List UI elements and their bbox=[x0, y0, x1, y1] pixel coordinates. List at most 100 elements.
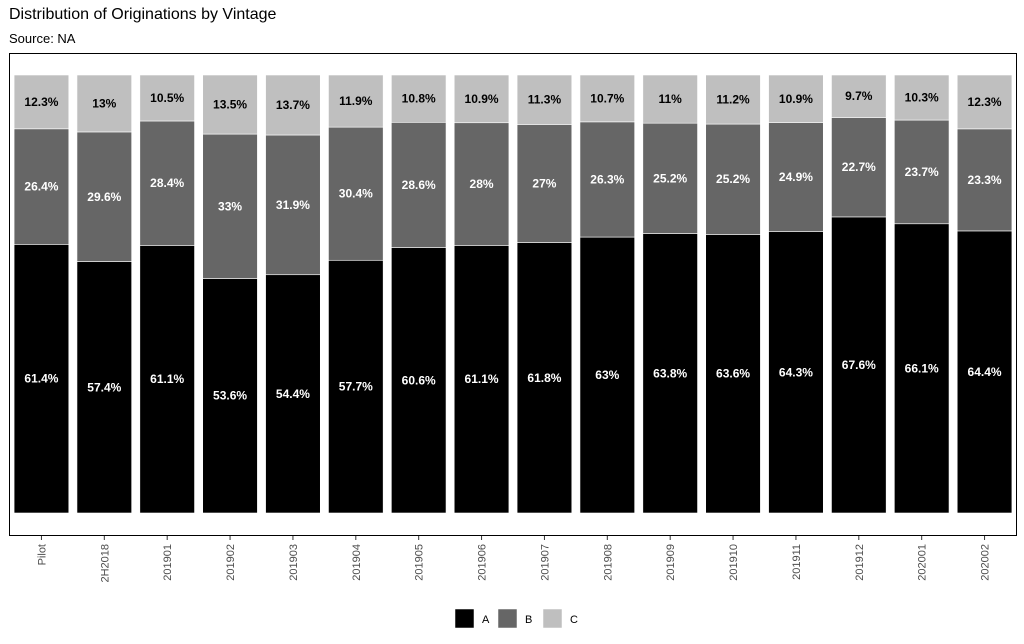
x-tick-label-pilot: Pilot bbox=[36, 544, 48, 565]
bar-segment-b-201907 bbox=[516, 124, 573, 243]
data-label-b-201901: 28.4% bbox=[150, 176, 184, 190]
bar-segment-c-201906 bbox=[453, 74, 510, 124]
chart-title: Distribution of Originations by Vintage bbox=[9, 6, 277, 23]
bar-segment-b-201906 bbox=[453, 122, 510, 246]
data-label-a-201906: 61.1% bbox=[465, 372, 499, 386]
data-label-b-201909: 25.2% bbox=[653, 171, 687, 185]
data-label-c-pilot: 12.3% bbox=[24, 95, 58, 109]
bar-segment-a-201903 bbox=[265, 274, 321, 514]
data-label-a-201909: 63.8% bbox=[653, 366, 687, 380]
data-label-a-201903: 54.4% bbox=[276, 387, 310, 401]
data-label-b-201905: 28.6% bbox=[402, 178, 436, 192]
x-tick-label-202002: 202002 bbox=[980, 544, 992, 581]
legend: A B C bbox=[454, 608, 578, 629]
bar-segment-a-201905 bbox=[391, 247, 447, 514]
legend-label-b: B bbox=[525, 614, 532, 626]
bar-segment-c-201912 bbox=[831, 74, 887, 118]
bar-segment-b-201911 bbox=[768, 122, 824, 232]
bar-segment-a-201904 bbox=[328, 259, 384, 514]
x-tick-label-2h2018: 2H2018 bbox=[99, 544, 111, 583]
data-label-b-201912: 22.7% bbox=[842, 160, 876, 174]
x-tick-label-201905: 201905 bbox=[414, 544, 426, 581]
bar-segment-b-201912 bbox=[831, 117, 887, 218]
data-label-b-202001: 23.7% bbox=[905, 165, 939, 179]
plot-panel-border bbox=[9, 53, 1017, 536]
bar-segment-b-201905 bbox=[391, 122, 447, 248]
x-tick-label-201902: 201902 bbox=[225, 544, 237, 581]
data-label-a-2h2018: 57.4% bbox=[87, 380, 121, 394]
data-label-b-202002: 23.3% bbox=[968, 173, 1002, 187]
bar-segment-a-201911 bbox=[768, 231, 824, 514]
bar-segment-a-202002 bbox=[956, 230, 1013, 514]
legend-swatch-c bbox=[542, 608, 563, 629]
segment-labels-group: 61.4% 26.4% 12.3% 57.4% 29.6% 13% 61.1% 28.4% 10… bbox=[24, 89, 1001, 402]
bar-segment-b-201909 bbox=[642, 122, 698, 234]
data-label-a-202001: 66.1% bbox=[905, 361, 939, 375]
data-label-a-201910: 63.6% bbox=[716, 367, 750, 381]
x-tick-label-201901: 201901 bbox=[162, 544, 174, 581]
data-label-c-201907: 11.3% bbox=[528, 93, 562, 107]
x-tick-label-201912: 201912 bbox=[854, 544, 866, 581]
bar-segment-b-2h2018 bbox=[76, 131, 132, 262]
bar-segment-b-pilot bbox=[13, 128, 70, 245]
bar-segment-b-201903 bbox=[265, 134, 321, 276]
data-label-a-201907: 61.8% bbox=[527, 371, 561, 385]
bar-segment-c-201910 bbox=[705, 74, 761, 125]
data-label-c-201911: 10.9% bbox=[779, 92, 813, 106]
data-label-a-pilot: 61.4% bbox=[24, 372, 58, 386]
bar-segment-c-pilot bbox=[13, 74, 70, 130]
data-label-c-201905: 10.8% bbox=[402, 92, 436, 106]
data-label-a-202002: 64.4% bbox=[968, 365, 1002, 379]
data-label-b-201902: 33% bbox=[218, 199, 242, 213]
data-label-c-201909: 11% bbox=[659, 92, 683, 106]
bar-segment-a-201910 bbox=[705, 234, 761, 514]
data-label-b-201911: 24.9% bbox=[779, 170, 813, 184]
data-label-b-201904: 30.4% bbox=[339, 187, 373, 201]
bar-segment-c-201902 bbox=[202, 74, 258, 135]
bar-segment-c-201911 bbox=[768, 74, 824, 123]
bar-segment-c-201903 bbox=[265, 74, 321, 136]
bar-segment-c-201905 bbox=[391, 74, 447, 123]
data-label-c-2h2018: 13% bbox=[92, 96, 116, 110]
data-label-c-202001: 10.3% bbox=[905, 91, 939, 105]
data-label-a-201911: 64.3% bbox=[779, 365, 813, 379]
data-label-c-201910: 11.2% bbox=[716, 93, 750, 107]
chart-subtitle: Source: NA bbox=[9, 31, 76, 46]
bar-segment-a-201901 bbox=[139, 245, 195, 514]
bar-segment-c-202002 bbox=[956, 74, 1013, 130]
x-tick-label-201909: 201909 bbox=[665, 544, 677, 581]
bar-segment-b-201902 bbox=[202, 133, 258, 279]
bar-segment-a-202001 bbox=[894, 223, 950, 514]
x-tick-label-202001: 202001 bbox=[917, 544, 929, 581]
data-label-a-201902: 53.6% bbox=[213, 389, 247, 403]
data-label-b-201907: 27% bbox=[532, 177, 556, 191]
data-label-a-201908: 63% bbox=[595, 368, 619, 382]
data-label-c-201901: 10.5% bbox=[150, 91, 184, 105]
data-label-b-201903: 31.9% bbox=[276, 198, 310, 212]
bar-segment-c-201907 bbox=[516, 74, 573, 125]
bar-segment-c-2h2018 bbox=[76, 74, 132, 133]
bar-segment-a-201906 bbox=[453, 245, 510, 514]
data-label-c-201912: 9.7% bbox=[845, 89, 873, 103]
bar-segment-c-201901 bbox=[139, 74, 195, 122]
bar-segment-a-pilot bbox=[13, 244, 70, 514]
x-tick-label-201907: 201907 bbox=[539, 544, 551, 581]
x-tick-label-201911: 201911 bbox=[791, 544, 803, 580]
bar-segment-c-202001 bbox=[894, 74, 950, 121]
x-tick-label-201910: 201910 bbox=[728, 544, 740, 581]
x-tick-label-201903: 201903 bbox=[288, 544, 300, 581]
bar-segment-c-201908 bbox=[579, 74, 635, 123]
bar-segment-b-201908 bbox=[579, 121, 635, 238]
bar-segment-a-2h2018 bbox=[76, 261, 132, 514]
bar-segment-a-201907 bbox=[516, 242, 573, 514]
x-tick-label-201906: 201906 bbox=[477, 544, 489, 581]
bars-group bbox=[13, 74, 1013, 514]
data-label-c-201906: 10.9% bbox=[465, 92, 499, 106]
legend-swatch-b bbox=[497, 608, 518, 629]
data-label-c-201903: 13.7% bbox=[276, 98, 310, 112]
bar-segment-b-202002 bbox=[956, 128, 1013, 232]
legend-swatch-a bbox=[454, 608, 475, 629]
bar-segment-b-201910 bbox=[705, 123, 761, 235]
data-label-b-pilot: 26.4% bbox=[24, 180, 58, 194]
x-tick-label-201904: 201904 bbox=[351, 544, 363, 581]
